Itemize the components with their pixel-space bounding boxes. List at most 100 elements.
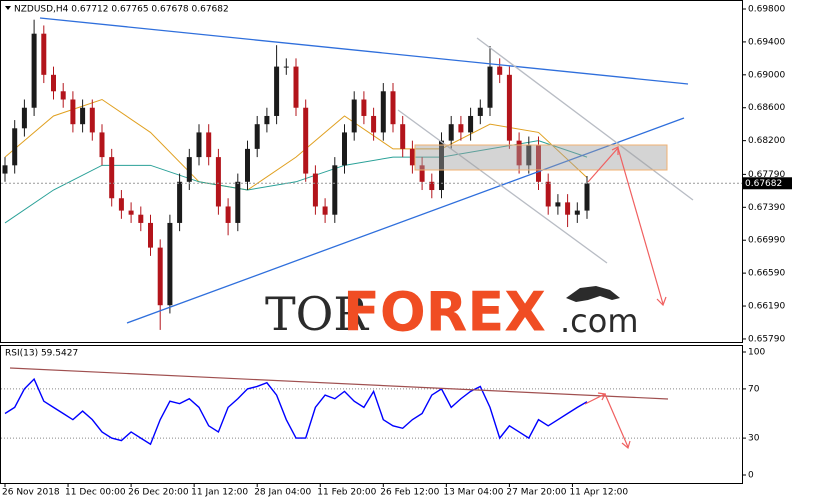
candle-body xyxy=(439,140,444,191)
y-tick-label: 0.67390 xyxy=(748,203,785,213)
last-price-box xyxy=(742,177,792,190)
candle-body xyxy=(458,124,464,133)
candle-body xyxy=(526,144,532,166)
y-tick-label: 0.68600 xyxy=(748,103,785,113)
candle-body xyxy=(118,198,124,211)
candle-body xyxy=(254,124,260,149)
channel-line xyxy=(397,109,608,264)
y-tick-label: 70 xyxy=(748,384,760,394)
bull-icon xyxy=(566,286,620,302)
x-tick-label: 11 Dec 00:00 xyxy=(65,488,126,498)
candle-body xyxy=(235,181,241,223)
candle-body xyxy=(157,247,163,306)
rsi-pane xyxy=(0,345,743,484)
arrow-head xyxy=(597,392,631,450)
main-pane xyxy=(0,0,743,343)
candle-body xyxy=(245,148,250,182)
candle-body xyxy=(274,66,280,116)
y-tick-label: 0.66590 xyxy=(748,269,785,279)
candle-body xyxy=(351,99,357,133)
y-tick-label: 100 xyxy=(748,348,765,358)
x-tick-label: 26 Feb 12:00 xyxy=(380,488,439,498)
candle-body xyxy=(196,132,202,158)
rsi-line xyxy=(4,377,588,446)
candle-body xyxy=(186,157,192,182)
x-tick-label: 11 Apr 12:00 xyxy=(569,488,628,498)
candle-body xyxy=(322,206,328,215)
y-tick-label: 0.68200 xyxy=(748,136,785,146)
candle-body xyxy=(80,107,86,125)
candle-body xyxy=(128,210,134,215)
rsi-title: RSI(13) 59.5427 xyxy=(5,349,78,359)
y-tick-label: 0.65790 xyxy=(748,334,785,344)
candle-body xyxy=(380,91,386,133)
y-tick-label: 0.66990 xyxy=(748,236,785,246)
candle-body xyxy=(41,33,47,75)
candle-body xyxy=(584,183,590,211)
candle-body xyxy=(89,107,95,133)
x-tick-label: 26 Dec 20:00 xyxy=(128,488,189,498)
candle-body xyxy=(516,140,522,166)
trend-line xyxy=(39,17,689,85)
candle-body xyxy=(419,165,425,182)
candle-body xyxy=(60,91,66,100)
candle-body xyxy=(99,132,105,158)
annotations xyxy=(9,17,694,450)
candle-body xyxy=(400,124,406,149)
watermark-forex: FOREX xyxy=(343,281,546,344)
candle-body xyxy=(332,165,338,215)
candle-body xyxy=(215,157,221,207)
y-tick-label: 0.69800 xyxy=(748,4,785,14)
x-tick-label: 11 Jan 12:00 xyxy=(191,488,248,498)
candle-body xyxy=(12,128,18,166)
candle-body xyxy=(303,107,309,174)
candle-body xyxy=(177,181,183,223)
last-price-label: 0.67682 xyxy=(745,179,782,189)
candle-body xyxy=(206,132,212,158)
y-tick-label: 0.67790 xyxy=(748,170,785,180)
candle-body xyxy=(167,222,173,306)
candle-body xyxy=(468,115,474,133)
candle-body xyxy=(293,66,299,108)
candle-body xyxy=(487,66,493,108)
candle-body xyxy=(555,202,561,207)
candle-body xyxy=(138,214,144,223)
candle-body xyxy=(497,66,503,75)
candle-body xyxy=(148,222,153,248)
plot: 0.69800 0.69400 0.69000 0.68600 0.68200 0.677… xyxy=(1,4,792,498)
candle-body xyxy=(283,66,289,68)
y-tick-label: 0 xyxy=(748,471,754,481)
candle-body xyxy=(536,144,541,182)
candle-body xyxy=(545,181,551,207)
candle-body xyxy=(409,148,415,166)
watermark-com: .com xyxy=(560,302,639,340)
watermark: TOR FOREX .com xyxy=(265,281,639,344)
x-tick-label: 27 Mar 20:00 xyxy=(506,488,566,498)
candle-body xyxy=(31,33,37,108)
candle-body xyxy=(312,173,318,207)
rsi-trend-line xyxy=(9,367,669,400)
moving-average xyxy=(4,98,588,191)
y-tick-label: 0.69400 xyxy=(748,37,785,47)
candle-body xyxy=(342,132,347,166)
candle-body xyxy=(264,115,270,125)
arrow-head xyxy=(611,146,667,307)
candle-body xyxy=(565,202,571,215)
resistance-zone xyxy=(414,144,668,171)
trend-line xyxy=(126,117,685,324)
candle-body xyxy=(390,91,396,125)
x-tick-label: 11 Feb 20:00 xyxy=(317,488,376,498)
x-tick-label: 28 Jan 04:00 xyxy=(254,488,311,498)
y-tick-label: 30 xyxy=(748,434,760,444)
y-tick-label: 0.69000 xyxy=(748,70,785,80)
watermark-tor: TOR xyxy=(265,287,369,341)
candle-body xyxy=(109,157,115,199)
candle-body xyxy=(225,206,231,223)
candle-body xyxy=(448,124,454,141)
title-icon xyxy=(5,6,11,10)
y-tick-label: 0.66190 xyxy=(748,302,785,312)
candle-body xyxy=(361,99,367,116)
candle-body xyxy=(429,181,435,191)
candle-body xyxy=(477,107,483,116)
